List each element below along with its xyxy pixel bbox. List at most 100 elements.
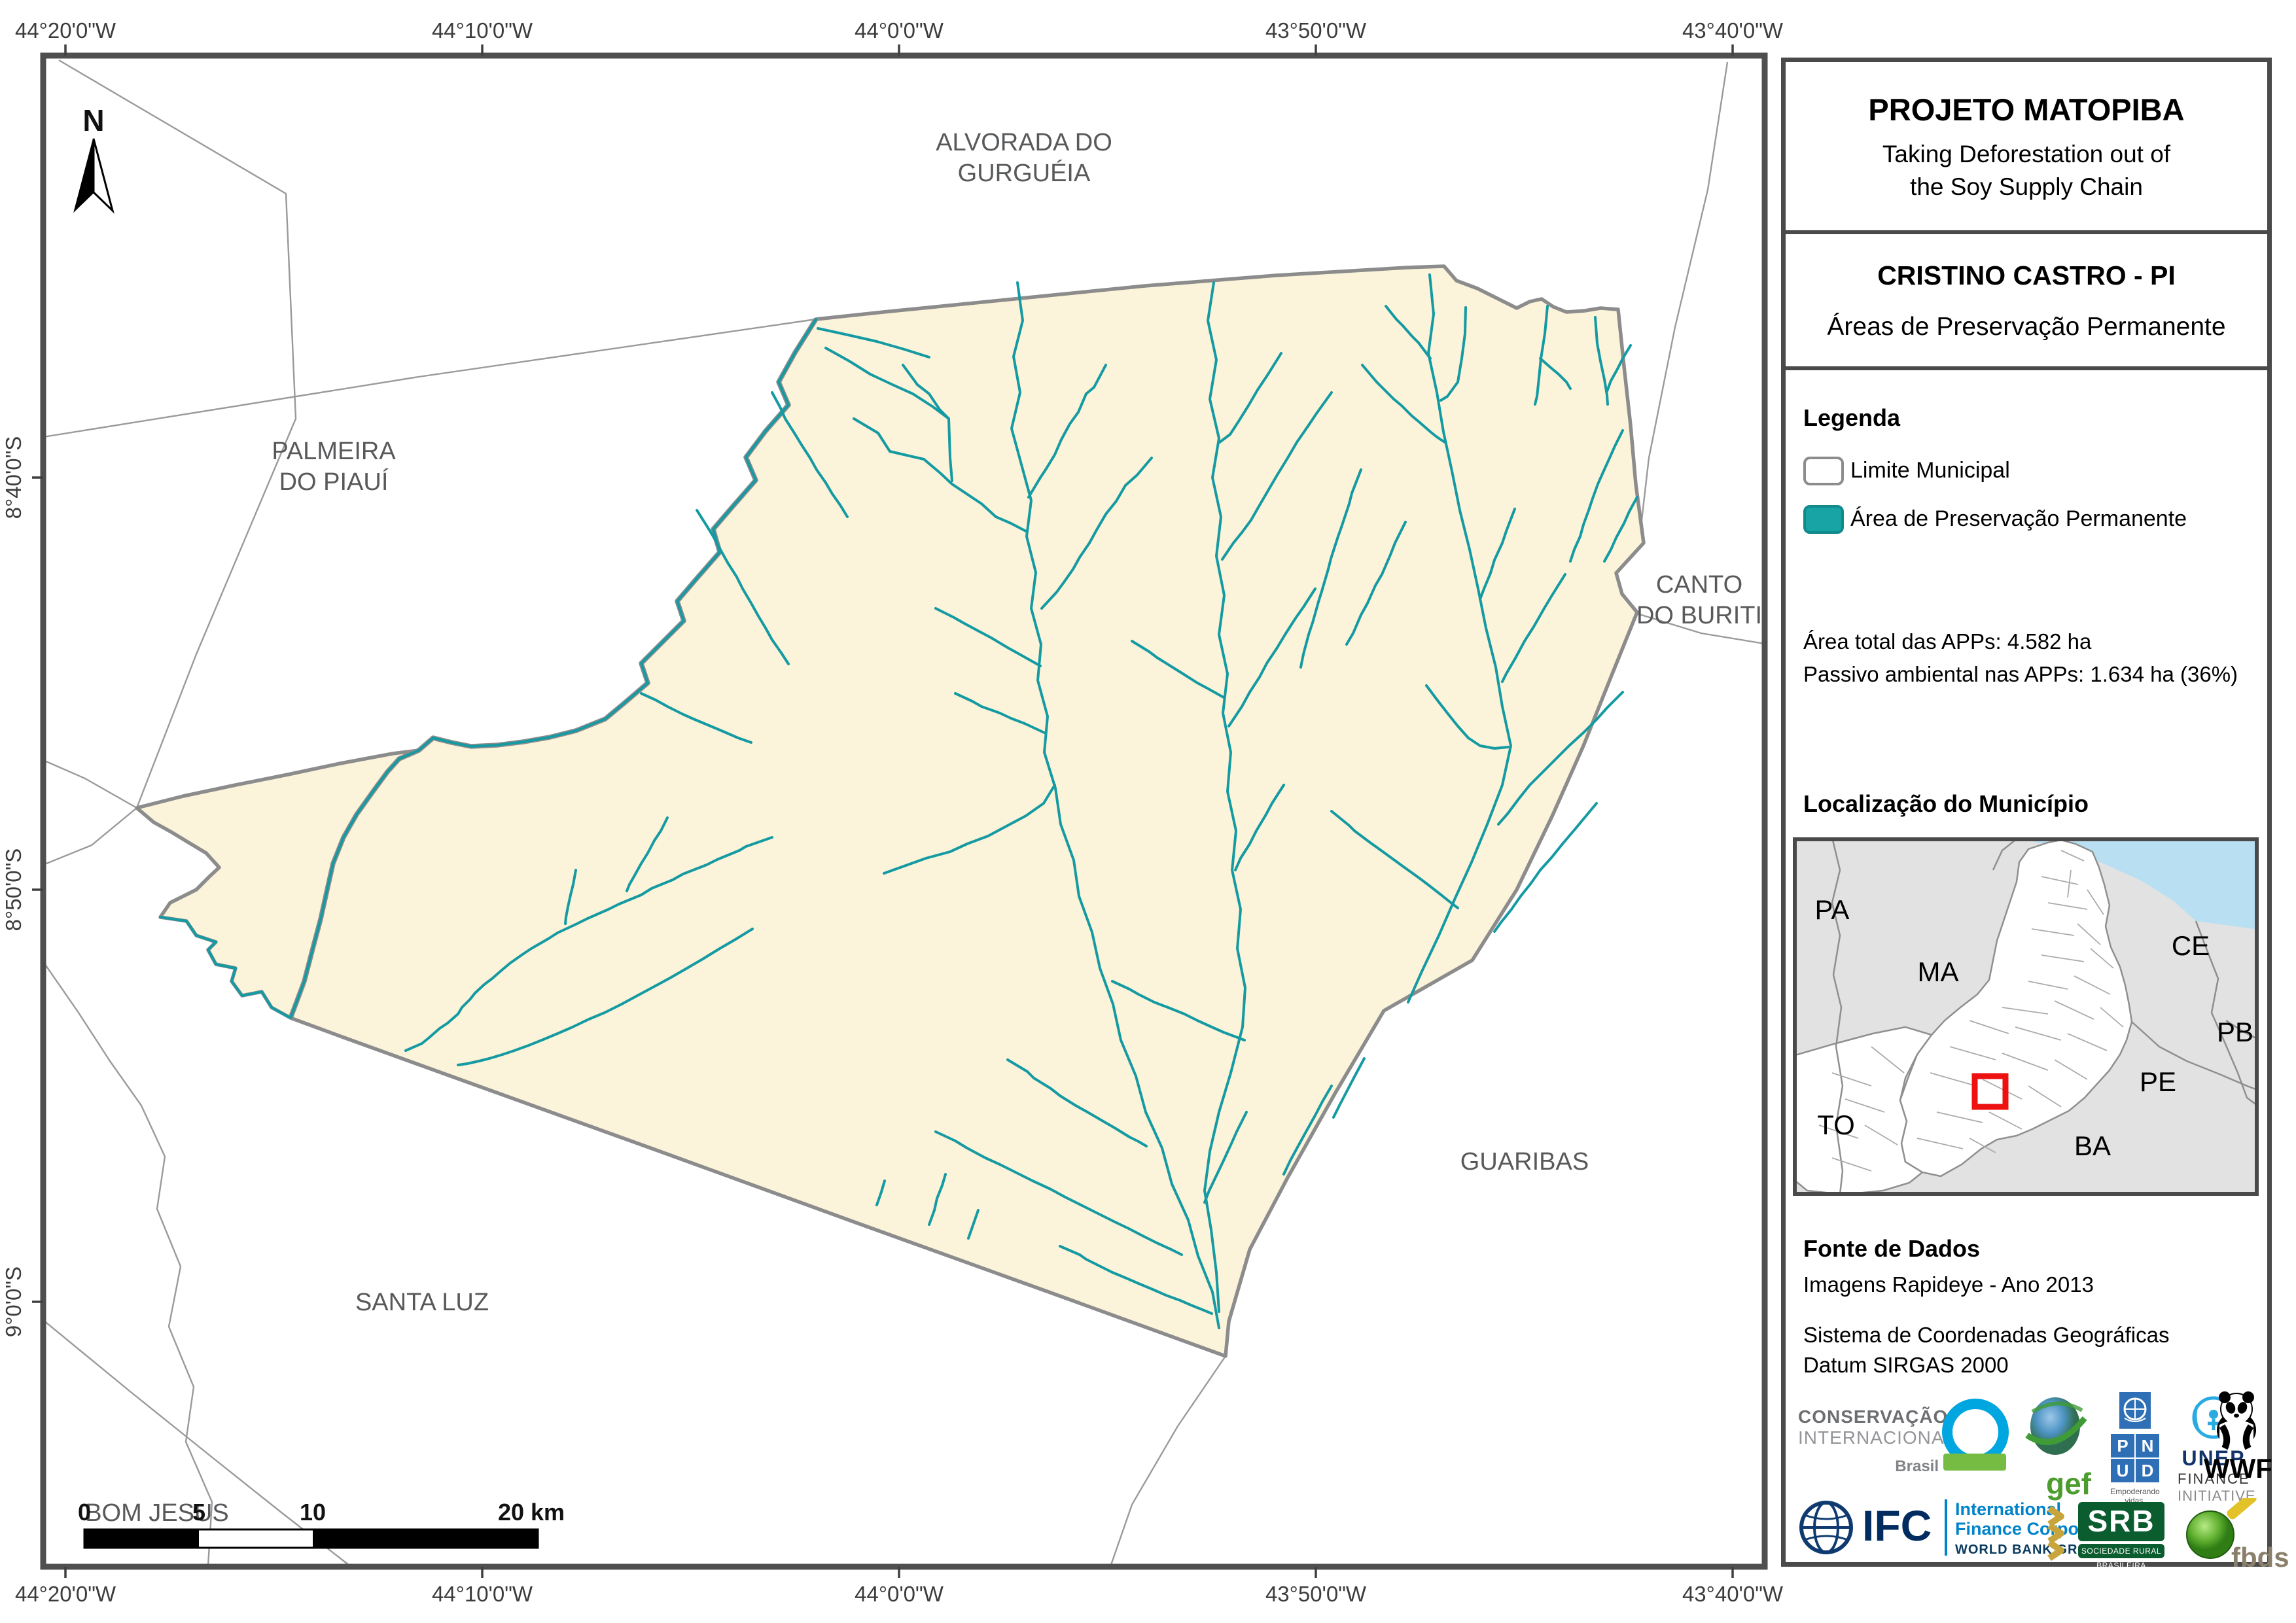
boundary-river bbox=[159, 916, 292, 1019]
app-river-path bbox=[1227, 587, 1316, 727]
app-river-path bbox=[1501, 573, 1566, 683]
app-river-path bbox=[853, 417, 1027, 532]
pnud-letter-d: D bbox=[2136, 1459, 2159, 1482]
place-label-guaribas: GUARIBAS bbox=[1460, 1148, 1589, 1176]
inset-municipality-line bbox=[1831, 1157, 1872, 1172]
inset-municipality-line bbox=[2067, 869, 2072, 898]
source-line1: Imagens Rapideye - Ano 2013 bbox=[1803, 1272, 2094, 1297]
inset-frame bbox=[1793, 837, 2259, 1196]
locator-inset-map: PA MA CE PB PE TO BA bbox=[1793, 837, 2259, 1196]
inset-municipality-line bbox=[2047, 902, 2088, 910]
ifc-abbr-text: IFC bbox=[1862, 1501, 1932, 1550]
unep-text: UNEP bbox=[2181, 1446, 2246, 1470]
srb-abbr-box: SRB bbox=[2078, 1502, 2164, 1541]
project-subtitle-line2: the Soy Supply Chain bbox=[1910, 173, 2143, 200]
app-river-path bbox=[1425, 684, 1510, 750]
municipality-title: CRISTINO CASTRO - PI bbox=[1877, 260, 2176, 290]
app-river-path bbox=[1603, 496, 1638, 563]
app-river-path bbox=[1010, 281, 1220, 1329]
gef-logo-text: gef bbox=[2046, 1467, 2091, 1501]
inset-geometry-layer bbox=[1793, 837, 2259, 1196]
coordinate-label-bottom: 44°0'0"W bbox=[855, 1582, 944, 1606]
inset-state-border bbox=[1831, 837, 1844, 1195]
inset-piaui-state bbox=[1899, 839, 2133, 1178]
neighbor-boundary-line bbox=[1636, 612, 1765, 645]
app-river-path bbox=[1203, 1111, 1248, 1204]
app-river-path bbox=[1234, 784, 1285, 871]
coordinate-label-bottom: 44°10'0"W bbox=[432, 1582, 533, 1606]
app-river-path bbox=[1439, 306, 1467, 402]
inset-state-border bbox=[2131, 1021, 2258, 1091]
app-river-path bbox=[1218, 352, 1282, 444]
inset-municipality-line bbox=[2028, 981, 2068, 990]
inset-municipality-line bbox=[1864, 1125, 1898, 1145]
inset-municipality-line bbox=[1988, 1111, 2022, 1130]
ci-logo-brasil: Brasil bbox=[1895, 1457, 1939, 1475]
north-label: N bbox=[82, 103, 104, 137]
legend-label-app: Área de Preservação Permanente bbox=[1850, 506, 2187, 531]
app-river-path bbox=[1059, 1245, 1213, 1315]
north-arrow-right-half bbox=[92, 138, 115, 214]
inset-state-border bbox=[2225, 1019, 2258, 1040]
app-river-path bbox=[902, 364, 953, 482]
inset-municipality-line bbox=[1982, 1079, 2022, 1100]
place-label-santa-luz: SANTA LUZ bbox=[355, 1289, 489, 1316]
app-river-path bbox=[1006, 1058, 1148, 1147]
inset-highlight-rect bbox=[1971, 1073, 2009, 1110]
app-river-path bbox=[817, 327, 930, 358]
scale-bar-label: 0 bbox=[78, 1499, 91, 1526]
ifc-divider bbox=[1945, 1499, 1947, 1556]
neighbor-boundary-line bbox=[1109, 1355, 1226, 1567]
app-river-path bbox=[1606, 344, 1632, 393]
coordinate-label-bottom: 44°20'0"W bbox=[15, 1582, 116, 1606]
inset-municipality-line bbox=[1949, 1046, 1996, 1060]
boundary-river bbox=[289, 318, 817, 1019]
inset-municipality-line bbox=[1916, 1138, 1964, 1149]
gef-globe-icon bbox=[2025, 1397, 2087, 1455]
app-river-path bbox=[1299, 468, 1362, 669]
app-river-path bbox=[934, 607, 1042, 667]
municipality-polygon bbox=[135, 264, 1646, 1358]
place-label-canto-do-buriti: CANTO bbox=[1656, 571, 1742, 599]
legend-swatch-limite-municipal bbox=[1803, 457, 1844, 485]
north-arrow-left-half bbox=[73, 138, 94, 213]
ifc-globe-icon bbox=[1799, 1501, 1853, 1554]
app-river-path bbox=[928, 1173, 947, 1226]
inset-sea bbox=[2019, 837, 2259, 930]
app-river-path bbox=[640, 692, 752, 744]
neighbor-boundary-line bbox=[43, 318, 817, 438]
coordinate-label-left: 8°50'0"S bbox=[1, 848, 26, 932]
ci-logo-line2: INTERNACIONAL bbox=[1798, 1427, 1956, 1448]
inset-state-label-ba: BA bbox=[2074, 1130, 2111, 1161]
coordinate-label-top: 44°0'0"W bbox=[855, 18, 944, 43]
coordinate-label-top: 44°10'0"W bbox=[432, 18, 533, 43]
inset-municipality-line bbox=[2041, 876, 2079, 885]
inset-municipality-line bbox=[1831, 1072, 1872, 1087]
source-line3: Datum SIRGAS 2000 bbox=[1803, 1353, 2009, 1377]
inset-state-label-ce: CE bbox=[2172, 930, 2210, 961]
neighbor-boundary-line bbox=[43, 759, 137, 809]
inset-municipality-line bbox=[2031, 928, 2075, 936]
app-river-path bbox=[404, 836, 773, 1052]
sidebar-panel bbox=[1781, 58, 2272, 1567]
inset-municipality-line bbox=[2074, 975, 2111, 995]
wwf-logo: WWF bbox=[2204, 1387, 2272, 1484]
app-river-path bbox=[883, 784, 1056, 875]
scale-bar-seg1 bbox=[84, 1529, 199, 1548]
app-river-path bbox=[954, 692, 1046, 734]
inset-municipality-line bbox=[2002, 1007, 2049, 1015]
srb-sub-box: SOCIEDADE RURAL BRASILEIRA bbox=[2078, 1544, 2164, 1570]
app-river-path bbox=[934, 1130, 1183, 1256]
place-label-palmeira-do-piaui: PALMEIRA bbox=[272, 438, 396, 465]
stat-passivo-apps: Passivo ambiental nas APPs: 1.634 ha (36… bbox=[1803, 662, 2238, 686]
neighbor-boundary-line bbox=[43, 961, 213, 1567]
project-title: PROJETO MATOPIBA bbox=[1868, 92, 2185, 127]
inset-municipality-line bbox=[2060, 850, 2085, 862]
inset-municipality-line bbox=[2100, 1007, 2124, 1028]
inset-municipality-line bbox=[2028, 1085, 2062, 1108]
ifc-line3: WORLD BANK GROUP bbox=[1955, 1543, 2108, 1557]
inset-municipality-line bbox=[1845, 1098, 1885, 1113]
app-river-path bbox=[1539, 357, 1572, 390]
app-river-path bbox=[1111, 980, 1246, 1041]
